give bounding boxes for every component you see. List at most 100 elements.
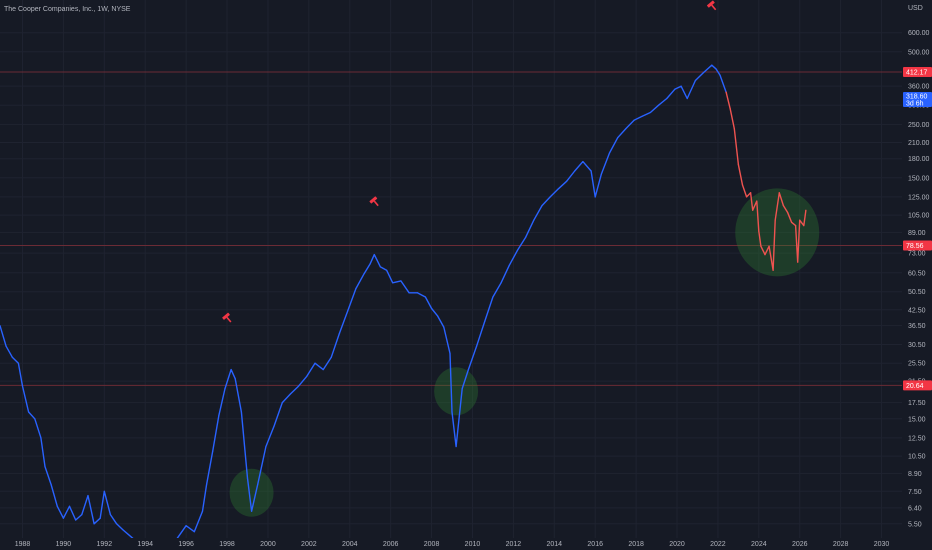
price-axis-panel[interactable]: [902, 0, 932, 550]
y-tick-label: 17.50: [908, 400, 926, 407]
level-price-tag[interactable]: [903, 380, 932, 391]
y-tick-label: 89.00: [908, 230, 926, 237]
data-point: [803, 224, 805, 227]
data-point: [516, 249, 519, 251]
last-price-tag[interactable]: [903, 91, 932, 107]
y-tick-label: 7.50: [908, 489, 922, 496]
hammer-head: [707, 0, 715, 8]
level-price-tag[interactable]: [903, 66, 932, 77]
data-point: [484, 320, 486, 323]
data-point: [81, 514, 83, 516]
data-point: [50, 483, 52, 486]
data-point: [273, 425, 275, 427]
x-tick-label: 2018: [628, 541, 644, 548]
data-point: [745, 196, 748, 198]
data-point: [185, 525, 187, 527]
data-point: [608, 152, 611, 154]
last-price-label: 318.60: [906, 93, 928, 100]
data-point: [424, 296, 427, 298]
y-tick-label: 5.50: [908, 521, 922, 528]
y-tick-label: 600.00: [908, 30, 930, 37]
data-point: [205, 483, 208, 486]
data-point: [369, 263, 371, 265]
data-point: [392, 282, 394, 284]
y-tick-label: 6.40: [908, 505, 922, 512]
data-point: [590, 170, 592, 172]
data-point: [805, 209, 807, 211]
hammer-handle: [373, 200, 379, 207]
data-point: [109, 514, 112, 516]
series-line: [725, 91, 807, 271]
x-tick-label: 2020: [669, 541, 685, 548]
data-point: [703, 71, 705, 74]
data-point: [437, 315, 439, 317]
series-line: [0, 64, 727, 544]
data-point: [633, 119, 635, 121]
x-tick-label: 2008: [424, 541, 440, 548]
y-tick-label: 15.00: [908, 416, 926, 423]
data-point: [617, 137, 619, 139]
x-tick-label: 2002: [301, 541, 317, 548]
data-point: [56, 505, 58, 507]
highlight-circle[interactable]: [434, 367, 479, 416]
x-tick-label: 2026: [792, 541, 808, 548]
data-point: [772, 269, 774, 271]
highlight-circle[interactable]: [229, 468, 274, 517]
price-series: [0, 64, 807, 544]
data-point: [193, 531, 195, 533]
y-tick-label: 60.50: [908, 270, 926, 277]
hammer-icon[interactable]: [369, 196, 381, 208]
x-tick-label: 2016: [587, 541, 603, 548]
data-point: [289, 393, 292, 395]
x-tick-label: 2006: [383, 541, 399, 548]
data-point: [430, 307, 433, 310]
data-point: [574, 170, 576, 172]
data-point: [666, 97, 668, 100]
y-tick-label: 105.00: [908, 213, 930, 220]
data-point: [265, 445, 267, 448]
y-tick-label: 500.00: [908, 49, 930, 56]
data-point: [34, 418, 36, 420]
y-tick-label: 36.50: [908, 323, 926, 330]
data-point: [17, 362, 20, 364]
y-tick-label: 42.50: [908, 307, 926, 314]
data-point: [0, 325, 1, 327]
data-point: [87, 494, 89, 497]
data-point: [62, 517, 65, 519]
data-point: [449, 352, 451, 355]
y-tick-label: 12.50: [908, 435, 926, 442]
time-axis-panel[interactable]: [0, 538, 902, 550]
data-point: [75, 519, 77, 521]
data-point: [451, 411, 453, 413]
hammer-handle: [226, 316, 232, 323]
hammer-icon[interactable]: [707, 0, 719, 12]
y-tick-label: 10.50: [908, 454, 926, 461]
x-tick-label: 1992: [97, 541, 113, 548]
data-point: [21, 385, 24, 387]
level-price-tag[interactable]: [903, 240, 932, 251]
data-point: [306, 375, 308, 377]
data-point: [719, 74, 721, 76]
data-point: [795, 224, 797, 227]
data-point: [764, 253, 766, 256]
data-point: [122, 529, 124, 531]
data-point: [408, 292, 410, 294]
data-point: [760, 245, 762, 247]
highlight-circle[interactable]: [735, 188, 820, 277]
data-point: [240, 411, 242, 413]
data-point: [475, 345, 478, 347]
data-point: [443, 326, 445, 328]
data-point: [600, 173, 602, 175]
data-point: [246, 477, 249, 479]
data-point: [93, 523, 95, 525]
x-tick-label: 2004: [342, 541, 358, 548]
y-tick-label: 360.00: [908, 84, 930, 91]
data-point: [68, 505, 71, 507]
data-point: [549, 196, 551, 198]
data-point: [750, 192, 752, 194]
data-point: [455, 445, 457, 448]
hammer-icon[interactable]: [222, 312, 234, 325]
